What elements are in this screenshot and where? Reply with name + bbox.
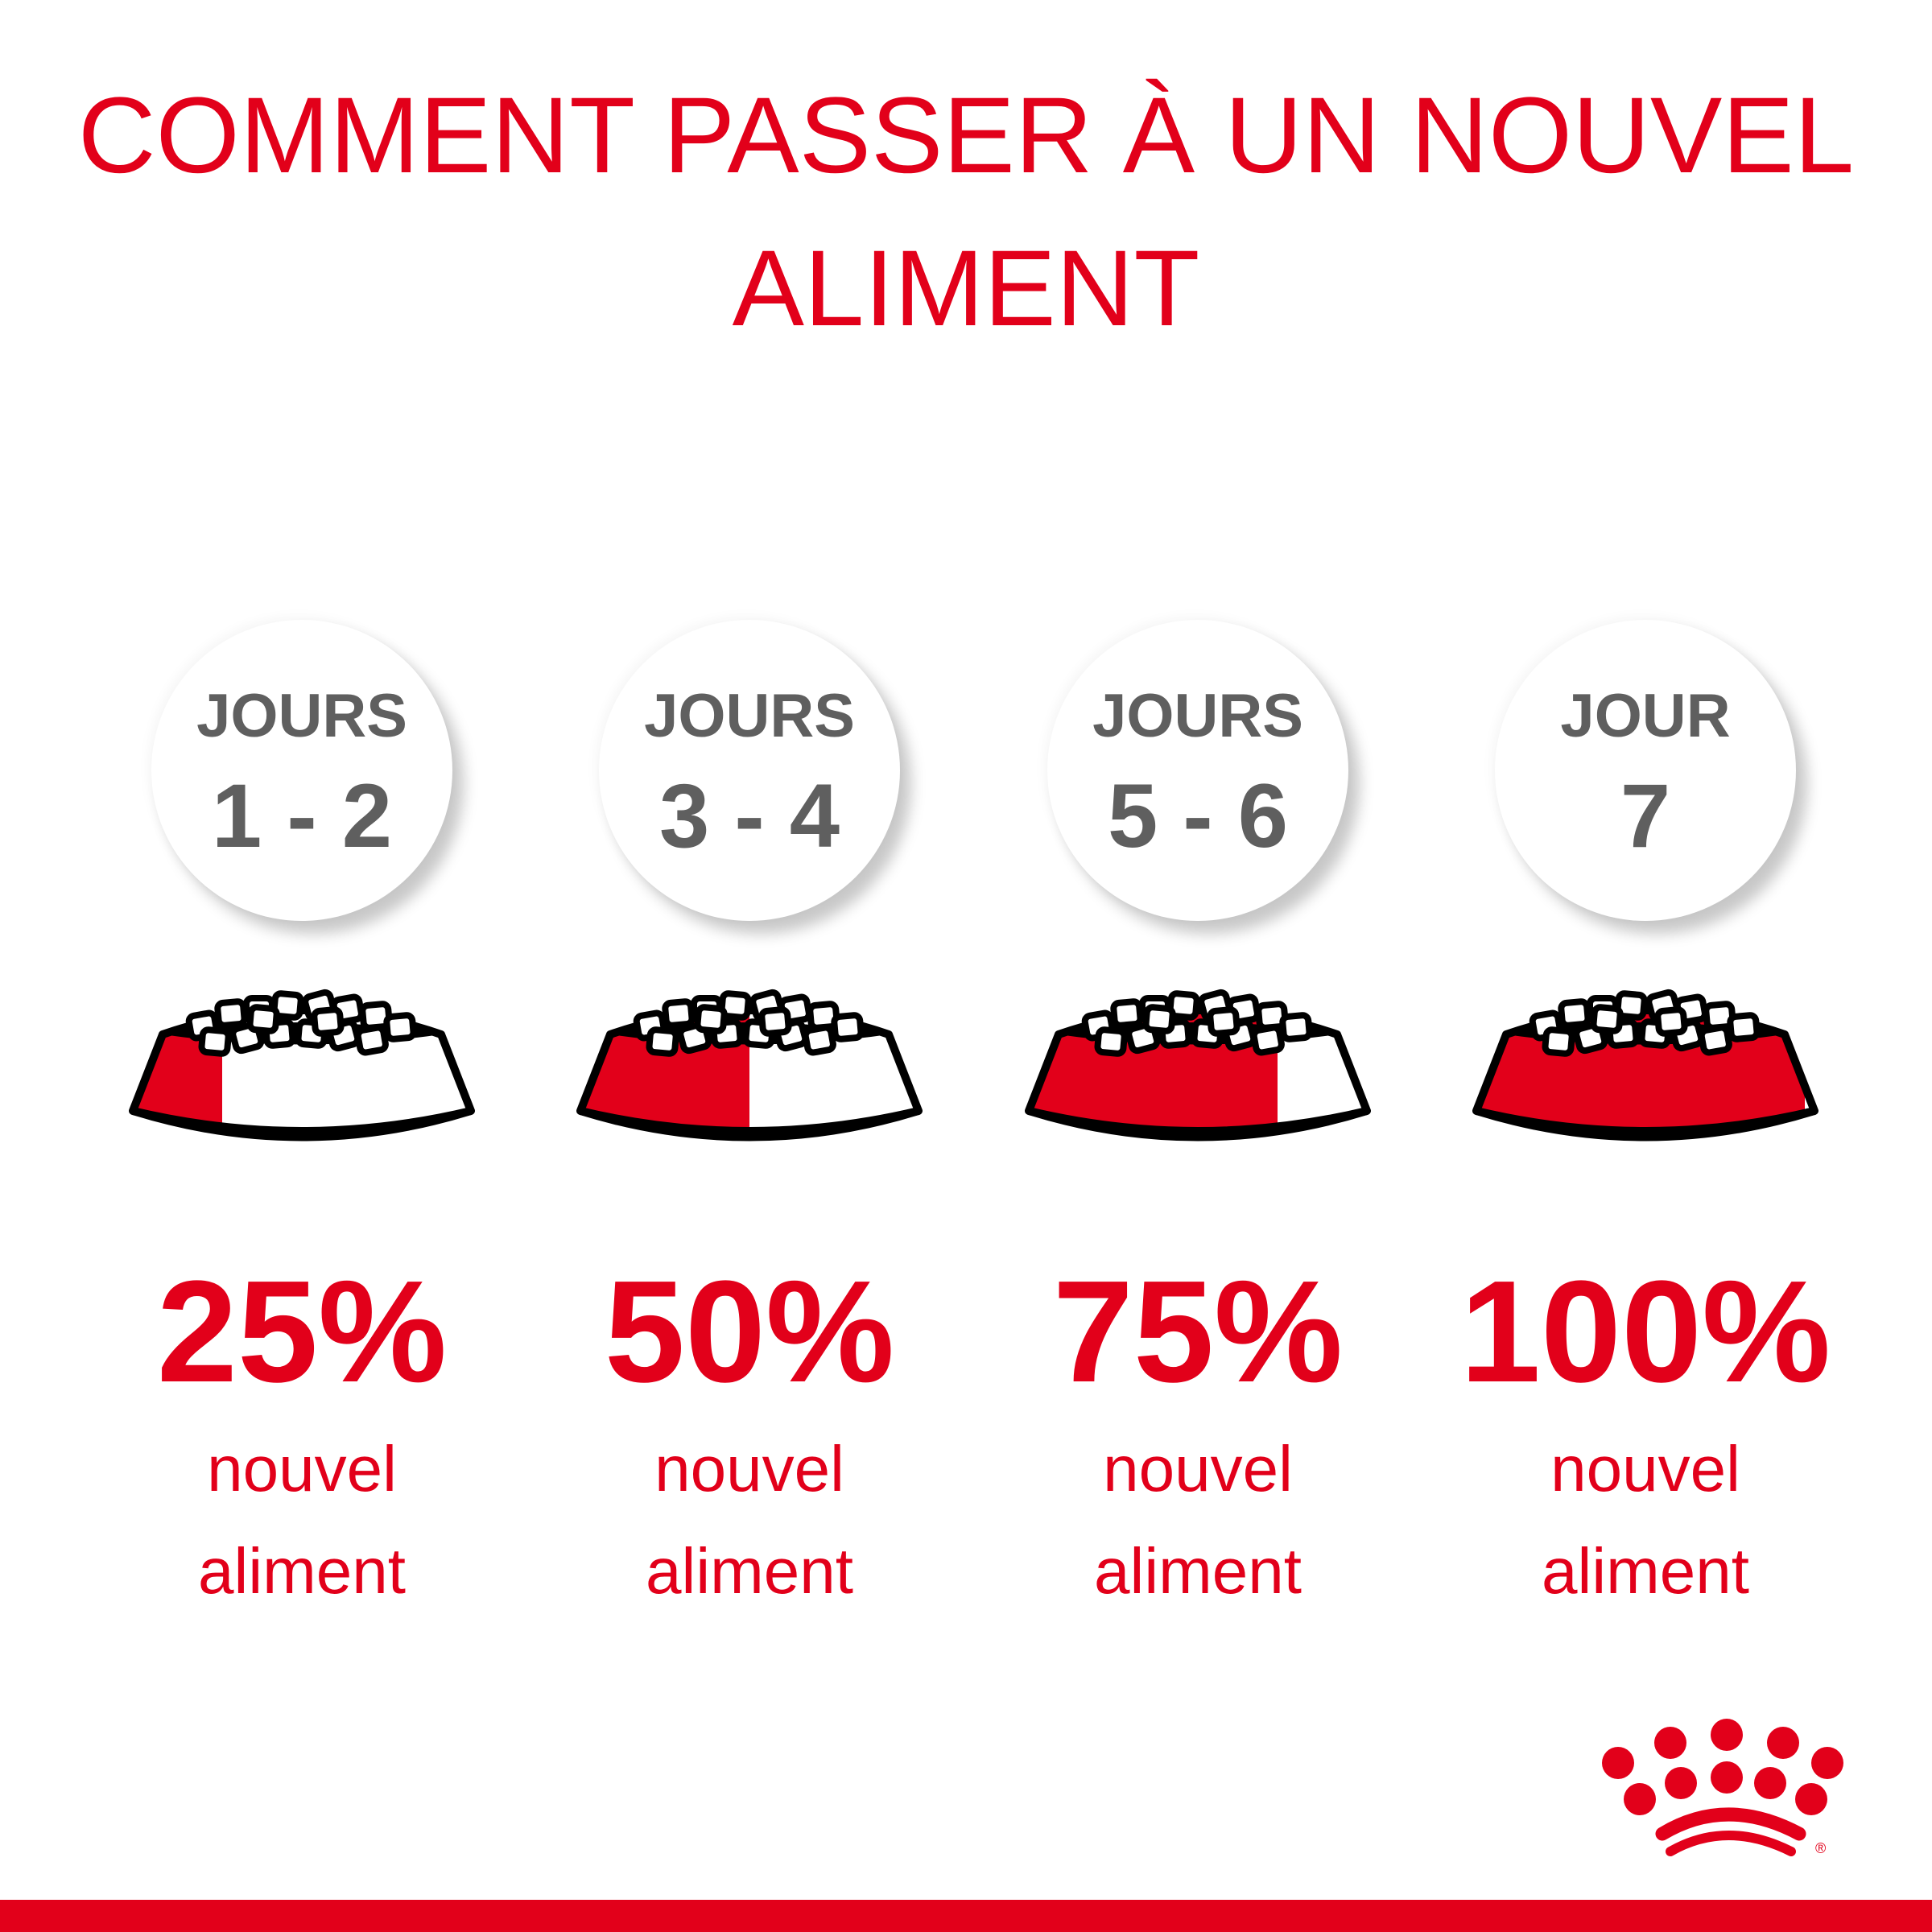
day-range: 3 - 4 — [658, 766, 840, 866]
day-label: JOURS — [644, 682, 855, 750]
kibble — [1614, 990, 1648, 1021]
kibble — [1590, 1004, 1624, 1034]
day-badge — [1495, 620, 1796, 921]
day-badge — [599, 620, 900, 921]
step-column: JOUR 7 100% nouvel aliment — [1422, 0, 1869, 1932]
food-bowl-icon — [576, 989, 923, 1141]
percent-value: 50% — [604, 1251, 895, 1413]
footer-bar — [0, 1900, 1932, 1932]
day-range: 1 - 2 — [211, 766, 393, 866]
food-bowl-icon — [129, 989, 475, 1141]
day-label: JOURS — [196, 682, 407, 750]
new-food-fill — [133, 1010, 222, 1131]
step-column: JOURS 5 - 6 75% nouvel aliment — [974, 0, 1422, 1932]
kibble — [718, 990, 752, 1021]
caption-line-2: aliment — [198, 1535, 406, 1607]
step-column: JOURS 1 - 2 25% nouvel aliment — [78, 0, 526, 1932]
caption-line-1: nouvel — [1550, 1433, 1740, 1505]
kibble — [646, 1026, 679, 1057]
kibble — [270, 990, 304, 1021]
percent-value: 75% — [1052, 1251, 1344, 1413]
caption-line-1: nouvel — [1103, 1433, 1293, 1505]
caption-line-2: aliment — [1094, 1535, 1302, 1607]
day-badge — [151, 620, 452, 921]
percent-value: 100% — [1459, 1251, 1831, 1413]
kibble — [1279, 1012, 1313, 1042]
day-range: 5 - 6 — [1107, 766, 1289, 866]
caption-line-1: nouvel — [654, 1433, 844, 1505]
kibble — [1727, 1012, 1761, 1042]
kibble — [758, 1006, 792, 1037]
caption-line-2: aliment — [646, 1535, 853, 1607]
kibble — [694, 1004, 728, 1034]
kibble — [1110, 998, 1144, 1029]
percent-value: 25% — [156, 1251, 448, 1413]
kibble — [1250, 1024, 1285, 1056]
kibble — [802, 1024, 836, 1056]
food-bowl-icon — [1025, 989, 1371, 1141]
kibble — [198, 1026, 232, 1057]
kibble — [214, 998, 248, 1029]
kibble — [1166, 990, 1200, 1021]
kibble — [1558, 998, 1591, 1029]
day-badge — [1047, 620, 1348, 921]
day-range: 7 — [1620, 766, 1671, 866]
caption-line-1: nouvel — [207, 1433, 397, 1505]
step-column: JOURS 3 - 4 50% nouvel aliment — [526, 0, 973, 1932]
food-bowl-icon — [1472, 989, 1818, 1141]
kibble — [1207, 1006, 1241, 1037]
kibble — [1542, 1026, 1575, 1057]
title-line-2: ALIMENT — [732, 229, 1200, 349]
day-label: JOURS — [1092, 682, 1303, 750]
kibble — [1094, 1026, 1128, 1057]
registered-mark: ® — [1815, 1840, 1826, 1856]
kibble — [311, 1006, 345, 1037]
caption-line-2: aliment — [1542, 1535, 1749, 1607]
title-line-1: COMMENT PASSER À UN NOUVEL — [77, 76, 1855, 196]
kibble — [831, 1012, 865, 1042]
kibble — [1142, 1004, 1176, 1034]
day-label: JOUR — [1560, 682, 1731, 750]
kibble — [662, 998, 696, 1029]
royal-canin-crown-logo: ® — [1602, 1719, 1843, 1856]
kibble — [1698, 1024, 1732, 1056]
kibble — [383, 1012, 417, 1042]
kibble — [354, 1024, 389, 1056]
kibble — [246, 1004, 280, 1034]
kibble — [1654, 1006, 1688, 1037]
